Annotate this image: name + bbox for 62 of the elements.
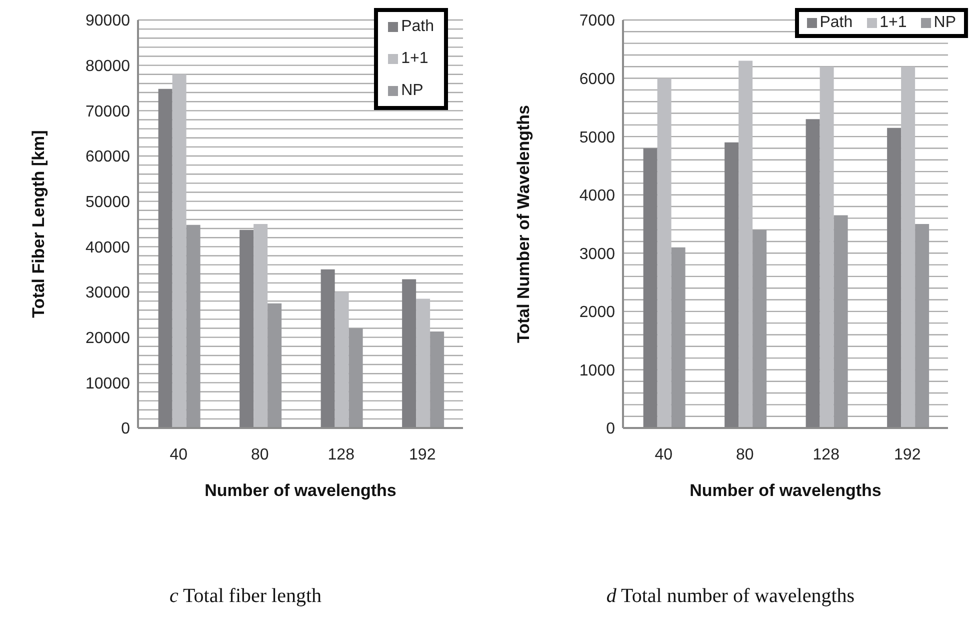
- y-tick-label: 20000: [86, 330, 130, 348]
- text: c Total fiber length: [168, 585, 323, 608]
- y-axis-title: Total Fiber Length [km]: [29, 130, 48, 318]
- y-tick-label: 60000: [86, 148, 130, 166]
- y-tick-label: 5000: [579, 129, 616, 146]
- legend-label: 1+1: [880, 14, 907, 32]
- bar: [738, 60, 753, 428]
- y-tick-label: 70000: [86, 103, 130, 120]
- y-tick-label: 3000: [579, 246, 616, 263]
- y-tick-label: 80000: [86, 58, 130, 76]
- x-tick-label: 80: [736, 446, 754, 464]
- y-tick-label: 40000: [86, 239, 130, 256]
- y-axis-title: Total Number of Wavelengths: [514, 104, 534, 344]
- bar: [158, 88, 172, 428]
- x-tick-label: 192: [894, 446, 921, 464]
- y-tick-label: 30000: [86, 284, 130, 302]
- y-tick-label: 6000: [579, 70, 616, 88]
- x-tick-label: 80: [250, 446, 269, 464]
- bar: [724, 142, 739, 428]
- bar: [172, 74, 186, 428]
- bar: [887, 128, 902, 428]
- bar: [430, 331, 444, 428]
- bar: [186, 224, 200, 428]
- legend-label: Path: [820, 14, 853, 32]
- bar: [334, 292, 349, 428]
- bar: [254, 224, 268, 428]
- y-tick-label: 50000: [86, 194, 130, 212]
- bar: [671, 247, 686, 428]
- x-tick-label: 128: [812, 446, 840, 464]
- y-tick-label: 0: [121, 420, 130, 438]
- y-tick-label: 90000: [86, 12, 130, 30]
- bar: [348, 328, 363, 428]
- legend-label: NP: [401, 82, 424, 100]
- y-tick-label: 7000: [579, 12, 616, 30]
- bar: [643, 148, 658, 428]
- bar: [820, 66, 834, 428]
- x-tick-label: 40: [654, 446, 673, 464]
- bar: [657, 78, 672, 428]
- x-axis-title: Number of wavelengths: [690, 481, 882, 500]
- x-tick-label: 192: [409, 446, 436, 464]
- y-tick-label: 0: [606, 420, 616, 438]
- bar: [320, 269, 335, 428]
- x-tick-label: 128: [328, 446, 355, 464]
- bar: [806, 119, 820, 428]
- legend-label: NP: [934, 14, 956, 32]
- bar: [402, 279, 416, 428]
- y-tick-label: 4000: [579, 188, 616, 205]
- bar: [752, 230, 767, 428]
- text: d Total number of wavelengths: [605, 585, 856, 608]
- y-tick-label: 1000: [579, 362, 616, 380]
- bar: [901, 66, 916, 428]
- x-axis-title: Number of wavelengths: [204, 481, 396, 500]
- bar: [416, 298, 430, 428]
- bar: [915, 224, 930, 428]
- bar: [240, 230, 254, 428]
- x-tick-label: 40: [170, 446, 188, 464]
- y-tick-label: 10000: [86, 375, 130, 392]
- y-tick-label: 2000: [579, 304, 616, 322]
- bar: [268, 303, 282, 428]
- legend-label: Path: [401, 18, 434, 36]
- legend-label: 1+1: [401, 50, 428, 68]
- bar: [834, 215, 848, 428]
